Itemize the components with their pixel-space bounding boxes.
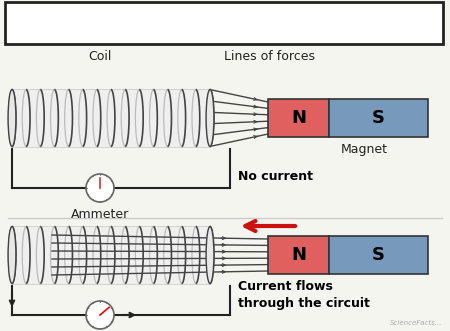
Bar xyxy=(12,89,210,147)
Ellipse shape xyxy=(8,89,16,147)
Text: N: N xyxy=(291,246,306,264)
Ellipse shape xyxy=(8,226,16,284)
Bar xyxy=(329,99,428,137)
Text: No current: No current xyxy=(238,169,313,182)
Bar xyxy=(268,236,329,274)
Text: Electromagnetic Induction: Electromagnetic Induction xyxy=(37,12,410,36)
Text: Magnet: Magnet xyxy=(341,144,387,157)
Bar xyxy=(268,99,329,137)
Text: Coil: Coil xyxy=(88,50,112,63)
Bar xyxy=(329,236,428,274)
Text: S: S xyxy=(372,109,385,127)
Ellipse shape xyxy=(206,89,214,147)
Text: N: N xyxy=(291,109,306,127)
Text: Lines of forces: Lines of forces xyxy=(225,51,315,64)
Bar xyxy=(12,226,210,284)
Ellipse shape xyxy=(206,226,214,284)
Text: S: S xyxy=(372,246,385,264)
Text: Current flows
through the circuit: Current flows through the circuit xyxy=(238,279,370,310)
Circle shape xyxy=(86,301,114,329)
Circle shape xyxy=(86,174,114,202)
Text: Ammeter: Ammeter xyxy=(71,208,129,220)
Text: ScienceFacts...: ScienceFacts... xyxy=(390,320,442,326)
FancyBboxPatch shape xyxy=(5,2,443,44)
